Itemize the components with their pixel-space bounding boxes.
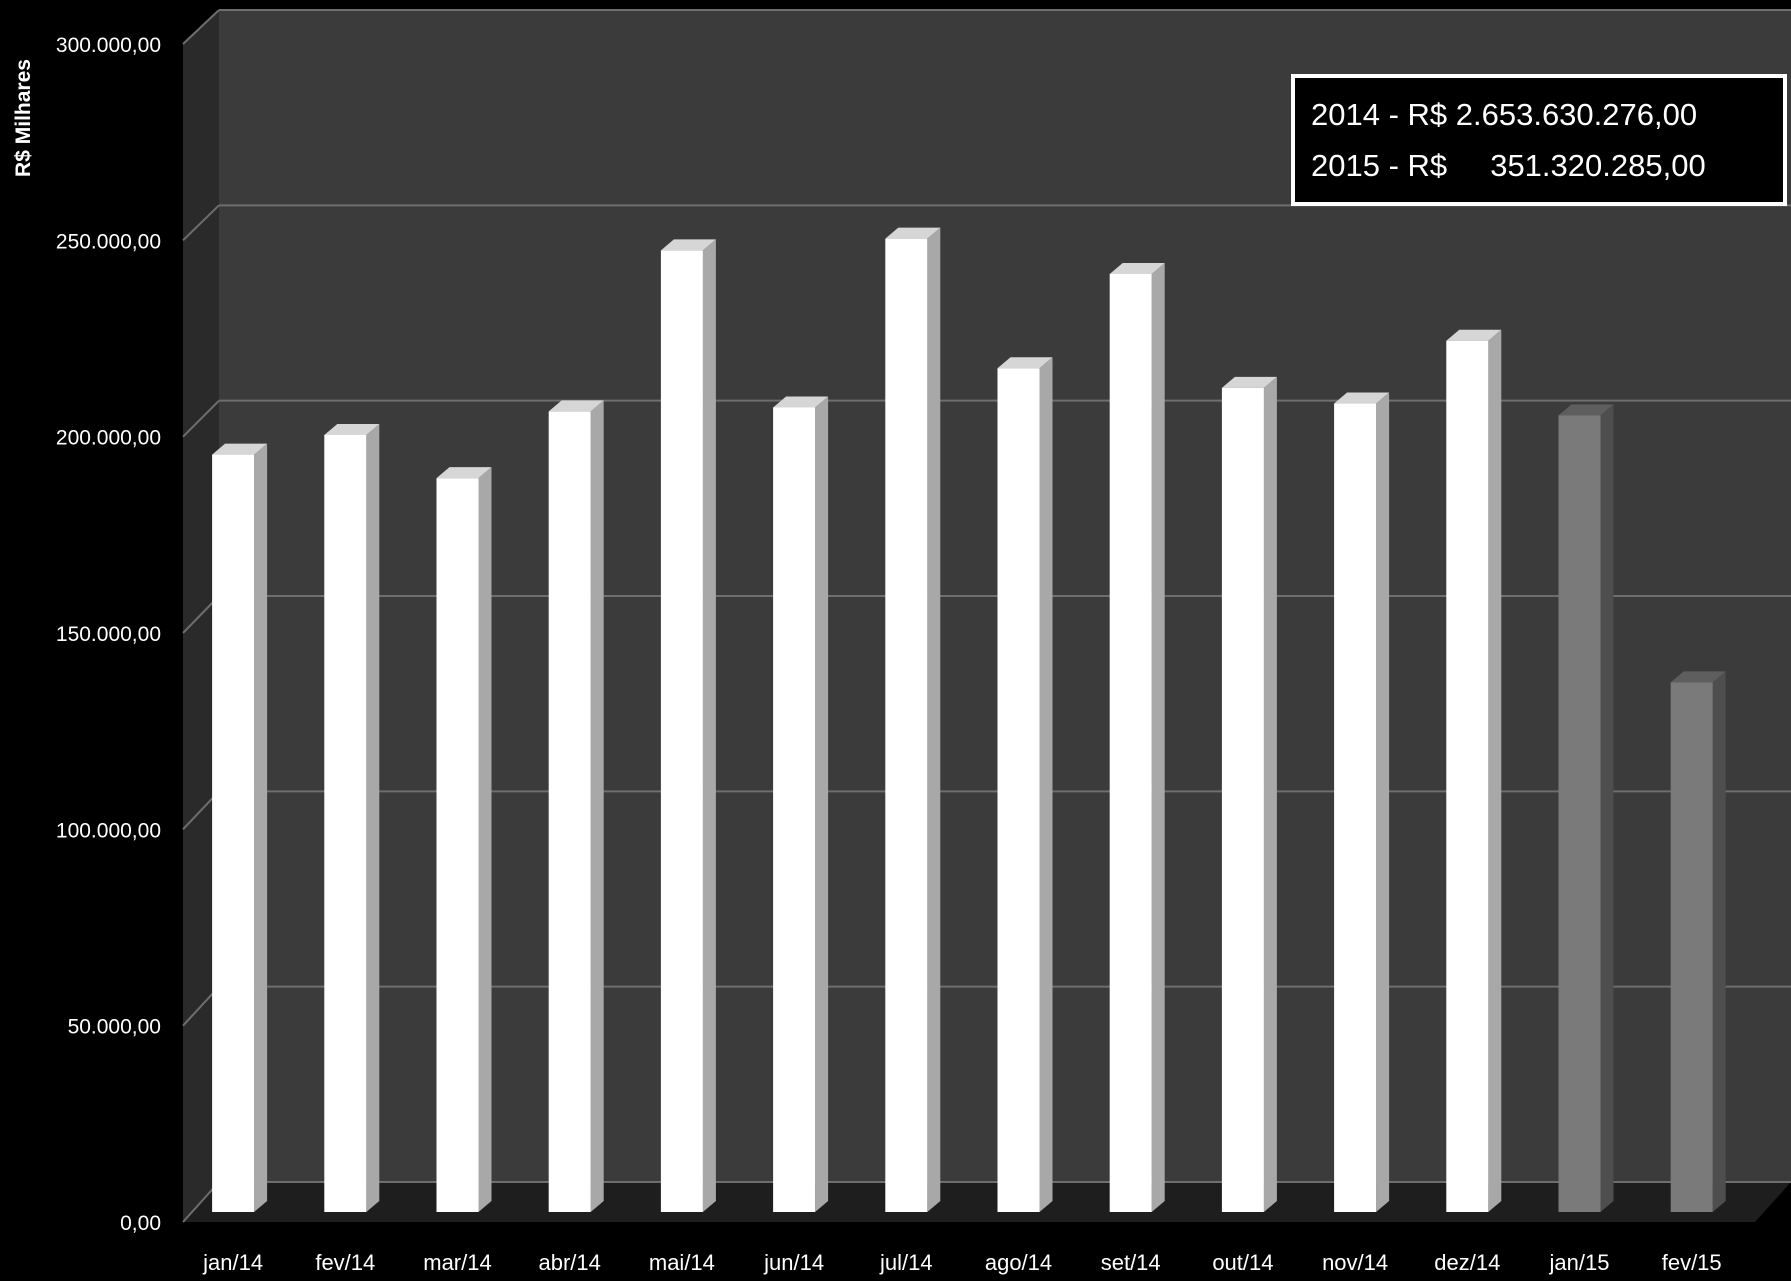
bar-top	[1446, 329, 1502, 341]
x-tick-label: fev/15	[1662, 1250, 1722, 1275]
y-axis-label: R$ Milhares	[12, 59, 35, 177]
bar-side	[1600, 404, 1614, 1212]
bar-fev-14	[324, 423, 380, 1213]
x-tick-label: out/14	[1212, 1250, 1273, 1275]
x-tick-label: abr/14	[539, 1250, 601, 1275]
bar-mai-14	[660, 239, 716, 1212]
bar-top	[1109, 262, 1165, 274]
bar-top	[324, 423, 380, 435]
bar-top	[436, 467, 492, 479]
bar	[212, 454, 255, 1212]
bar-dez-14	[1446, 329, 1502, 1213]
x-axis-ticks: jan/14 fev/14 mar/14 abr/14 mai/14 jun/14 jul/…	[202, 1250, 1722, 1275]
y-tick-label: 150.000,00	[56, 623, 161, 646]
bar-jan-14	[212, 443, 268, 1212]
bar-top	[212, 443, 268, 455]
bar-mar-14	[436, 467, 492, 1212]
bar-side	[815, 396, 829, 1212]
y-axis-ticks: 0,00 50.000,00 100.000,00 150.000,00 200.000…	[56, 34, 161, 1235]
bar-side	[1039, 357, 1053, 1212]
y-tick-label: 250.000,00	[56, 230, 161, 253]
plot-floor	[183, 1182, 1791, 1222]
bar	[548, 411, 591, 1212]
bar-top	[1334, 392, 1390, 404]
bar-jun-14	[773, 396, 829, 1212]
bar-top	[1221, 376, 1277, 388]
x-tick-label: set/14	[1101, 1250, 1161, 1275]
bar-top	[548, 400, 604, 412]
gridline-side	[182, 399, 220, 438]
bar-top	[1558, 404, 1614, 416]
bar-side	[1376, 392, 1390, 1213]
bar-side	[702, 239, 716, 1212]
bar-abr-14	[548, 400, 604, 1212]
x-tick-label: fev/14	[315, 1250, 375, 1275]
x-tick-label: jan/15	[1549, 1250, 1610, 1275]
bars	[212, 227, 1726, 1213]
bar-top	[997, 357, 1053, 369]
bar-side	[1263, 376, 1277, 1213]
bar-jan-15	[1558, 404, 1614, 1212]
total-2014: 2014 - R$ 2.653.630.276,00	[1311, 97, 1697, 132]
y-tick-label: 300.000,00	[56, 34, 161, 57]
bar	[1221, 387, 1264, 1213]
bar-set-14	[1109, 262, 1165, 1212]
bar	[1446, 340, 1489, 1213]
bar	[885, 238, 928, 1213]
x-tick-label: ago/14	[985, 1250, 1052, 1275]
total-2015: 2015 - R$ 351.320.285,00	[1311, 148, 1706, 183]
bar-top	[660, 239, 716, 251]
bar	[997, 368, 1040, 1212]
bar	[773, 407, 816, 1212]
plot-side-wall	[183, 10, 219, 1222]
y-tick-label: 0,00	[120, 1212, 161, 1235]
bar	[436, 478, 479, 1212]
bar-out-14	[1221, 376, 1277, 1213]
bar	[1558, 415, 1601, 1212]
y-tick-label: 100.000,00	[56, 819, 161, 842]
totals-box	[1291, 74, 1787, 206]
bar	[324, 434, 367, 1213]
bar-top	[773, 396, 829, 408]
bar	[660, 250, 703, 1212]
x-tick-label: mai/14	[649, 1250, 715, 1275]
bar	[1334, 403, 1377, 1213]
x-tick-label: nov/14	[1322, 1250, 1388, 1275]
bar-top	[1670, 671, 1726, 683]
bar-side	[366, 423, 380, 1213]
bar-ago-14	[997, 357, 1053, 1212]
bar-side	[1151, 262, 1165, 1212]
totals-annotation: 2014 - R$ 2.653.630.276,00 2015 - R$ 351…	[1291, 74, 1787, 206]
bar-top	[885, 227, 941, 239]
bar	[1670, 682, 1713, 1212]
x-tick-label: dez/14	[1434, 1250, 1500, 1275]
bar-side	[1488, 329, 1502, 1213]
x-tick-label: mar/14	[423, 1250, 491, 1275]
bar-side	[254, 443, 268, 1212]
bar	[1109, 273, 1152, 1212]
bar-nov-14	[1334, 392, 1390, 1213]
y-tick-label: 50.000,00	[68, 1016, 161, 1039]
bar-fev-15	[1670, 671, 1726, 1212]
bar-side	[590, 400, 604, 1212]
bar-jul-14	[885, 227, 941, 1213]
bar-side	[478, 467, 492, 1212]
x-tick-label: jun/14	[763, 1250, 824, 1275]
x-tick-label: jan/14	[202, 1250, 263, 1275]
y-tick-label: 200.000,00	[56, 427, 161, 450]
gridline-side	[182, 9, 220, 45]
x-tick-label: jul/14	[879, 1250, 933, 1275]
gridline-side	[182, 204, 220, 242]
bar-side	[1712, 671, 1726, 1212]
bar-side	[927, 227, 941, 1213]
